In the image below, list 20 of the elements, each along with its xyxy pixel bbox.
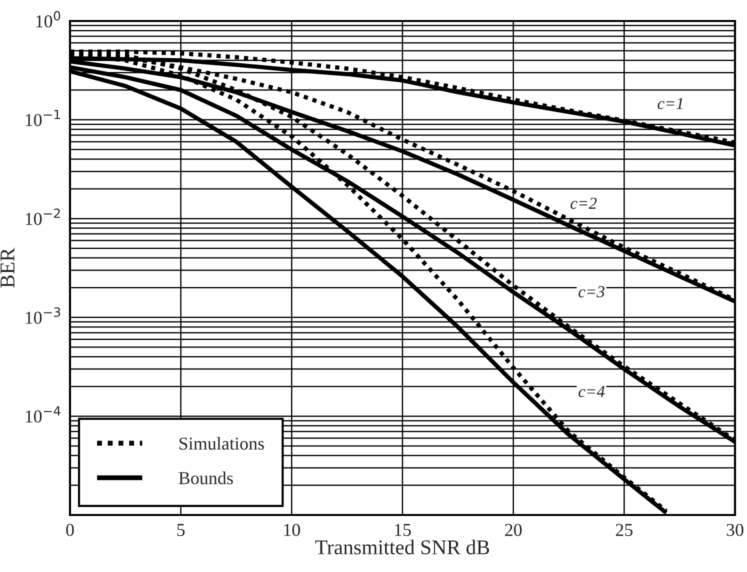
x-tick-label: 5 [177, 524, 185, 536]
y-tick-label: 10$^{−3}$ [26, 307, 60, 324]
x-tick-label: 20 [505, 524, 522, 536]
x-axis-title: Transmitted SNR dB [315, 540, 490, 554]
y-tick-label: 10$^{−2}$ [26, 208, 60, 226]
x-tick-label: 10 [284, 524, 300, 536]
y-tick-label: 10$^{−4}$ [26, 406, 60, 423]
x-tick-label: 30 [726, 524, 744, 536]
x-tick-label: 25 [616, 524, 632, 536]
y-tick-label: 10$^{−1}$ [26, 110, 60, 126]
x-tick-label: 0 [66, 524, 74, 536]
annotation: c=1 [658, 98, 682, 110]
legend-label: Simulations [180, 437, 264, 450]
annotation: c=4 [578, 386, 605, 398]
legend-label: Bounds [178, 472, 233, 484]
annotation: c=2 [570, 198, 597, 209]
y-tick-label: 10$^{0}$ [36, 10, 60, 28]
y-axis-title: BER [0, 248, 14, 288]
annotation: c=3 [578, 286, 604, 298]
x-tick-label: 15 [395, 524, 411, 536]
